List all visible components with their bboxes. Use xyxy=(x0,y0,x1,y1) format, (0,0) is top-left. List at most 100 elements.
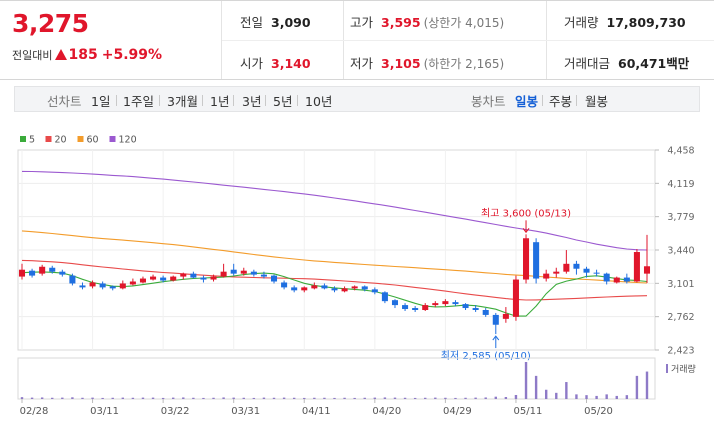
tab-period-1w[interactable]: 1주일 xyxy=(123,94,154,109)
candle-body xyxy=(281,282,288,288)
trade-value-label: 거래대금 xyxy=(564,56,611,71)
tab-daily-candle[interactable]: 일봉 xyxy=(515,94,539,109)
candle-body xyxy=(59,271,66,275)
volume-bar xyxy=(434,397,437,399)
volume-bar xyxy=(192,397,195,399)
volume-bar xyxy=(51,397,54,399)
x-axis: 02/28 03/11 03/22 03/31 04/11 04/20 04/29 05/11… xyxy=(20,399,613,417)
chart-annotations: 최고 3,600 (05/13) 최저 2,585 (05/10) xyxy=(441,207,571,362)
candle-body xyxy=(150,276,157,280)
volume-bar xyxy=(444,397,447,399)
open-value: 3,140 xyxy=(271,56,311,71)
candle-body xyxy=(462,304,469,309)
volume-label: 거래량 xyxy=(564,15,599,30)
divider xyxy=(116,95,117,106)
volume-bar xyxy=(141,397,145,399)
candle-body xyxy=(250,271,257,275)
tab-monthly-candle[interactable]: 월봉 xyxy=(585,94,609,109)
volume-bar xyxy=(172,397,175,399)
x-tick-label: 05/20 xyxy=(584,406,613,417)
tab-candle-chart[interactable]: 봉차트 xyxy=(471,94,506,109)
volume-bar xyxy=(232,397,235,399)
tab-period-1d[interactable]: 1일 xyxy=(91,94,111,109)
divider xyxy=(233,95,234,106)
candle-body xyxy=(210,276,217,280)
tab-period-10y[interactable]: 10년 xyxy=(305,94,333,109)
volume-cell: 거래량 17,809,730 xyxy=(564,12,686,31)
volume-bar xyxy=(393,397,397,399)
volume-bar xyxy=(504,396,508,399)
candle-body xyxy=(593,272,600,274)
candle-body xyxy=(422,305,429,310)
volume-bar xyxy=(544,389,548,399)
prev-close-label: 전일 xyxy=(240,15,264,30)
candle-body xyxy=(613,277,620,283)
candle-body xyxy=(109,286,116,289)
y-tick-label: 2,762 xyxy=(667,312,694,323)
volume-bar xyxy=(474,397,477,399)
quote-summary: 3,275 전일대비 185 +5.99% 전일 3,090 고가 3,595 (상한가 … xyxy=(0,0,714,80)
tab-weekly-candle[interactable]: 주봉 xyxy=(549,94,573,109)
candle-body xyxy=(492,314,499,325)
candle-body xyxy=(452,302,459,305)
candle-body xyxy=(49,267,56,272)
volume-bar xyxy=(484,397,487,399)
candle-body xyxy=(170,276,177,281)
y-tick-label: 3,101 xyxy=(667,279,694,290)
divider xyxy=(542,95,543,106)
trade-value-unit: 백만 xyxy=(666,56,690,71)
chart-legend: 5 20 60 120 xyxy=(20,135,137,146)
candle-body xyxy=(583,268,590,273)
volume-bar xyxy=(323,397,326,399)
volume-bar xyxy=(313,397,316,399)
tab-line-chart[interactable]: 선차트 xyxy=(47,94,82,109)
open-cell: 시가 3,140 xyxy=(240,53,311,72)
y-tick-label: 3,779 xyxy=(667,212,694,223)
volume-bar xyxy=(282,397,286,399)
volume-bar xyxy=(524,362,528,399)
candle-body xyxy=(543,273,550,279)
lower-limit: (하한가 2,165) xyxy=(423,57,505,71)
candle-body xyxy=(523,238,530,280)
divider xyxy=(222,40,714,41)
change-label: 전일대비 xyxy=(12,49,53,62)
candle-body xyxy=(371,289,378,293)
x-tick-label: 03/31 xyxy=(231,406,260,417)
x-tick-label: 03/11 xyxy=(90,406,119,417)
x-tick-label: 03/22 xyxy=(161,406,190,417)
candle-body xyxy=(341,288,348,292)
tab-period-5y[interactable]: 5년 xyxy=(273,94,293,109)
change-percent: +5.99% xyxy=(101,47,163,63)
y-tick-label: 4,119 xyxy=(667,179,694,190)
candle-body xyxy=(260,274,267,277)
high-arrow-icon xyxy=(522,228,530,234)
legend-label-120: 120 xyxy=(119,135,137,146)
volume-bar xyxy=(101,397,104,399)
volume-bar xyxy=(242,397,245,399)
candle-body xyxy=(432,303,439,306)
candle-body xyxy=(563,263,570,272)
candle-body xyxy=(573,263,580,269)
trade-value: 60,471 xyxy=(618,56,667,71)
volume-bar xyxy=(212,397,215,399)
volume-bar xyxy=(645,371,649,399)
low-label: 저가 xyxy=(350,56,374,71)
candle-body xyxy=(190,273,197,278)
volume-bar xyxy=(272,397,276,399)
candle-body xyxy=(643,266,651,274)
volume-bar xyxy=(383,397,387,399)
candle-body xyxy=(442,301,449,305)
divider xyxy=(265,95,266,106)
tab-period-3m[interactable]: 3개월 xyxy=(167,94,198,109)
volume-bar xyxy=(575,394,578,399)
tab-period-1y[interactable]: 1년 xyxy=(210,94,230,109)
volume-bar xyxy=(373,397,377,399)
tab-period-3y[interactable]: 3년 xyxy=(242,94,262,109)
volume-bar xyxy=(343,397,346,399)
current-price: 3,275 xyxy=(12,9,89,38)
volume-bar xyxy=(565,382,568,399)
candle-body xyxy=(472,308,479,310)
volume-bar xyxy=(20,397,24,399)
volume-bar xyxy=(514,394,518,399)
volume-frame xyxy=(17,357,656,400)
